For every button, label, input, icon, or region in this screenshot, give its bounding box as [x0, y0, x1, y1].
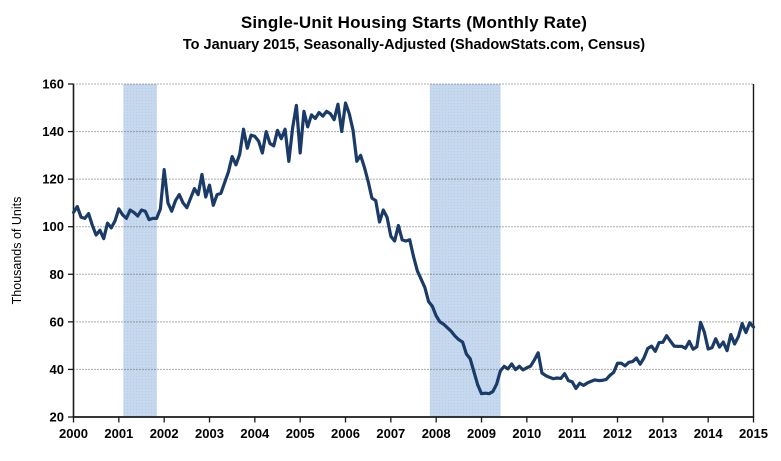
housing-starts-line: [71, 101, 756, 396]
y-tick-label: 100: [42, 219, 64, 234]
x-tick-label: 2009: [467, 426, 496, 441]
chart-subtitle: To January 2015, Seasonally-Adjusted (Sh…: [182, 37, 646, 53]
y-tick-label: 40: [50, 362, 64, 377]
recession-band: [429, 84, 501, 417]
chart-title: Single-Unit Housing Starts (Monthly Rate…: [240, 13, 588, 32]
x-tick-label: 2000: [59, 426, 88, 441]
x-tick-label: 2003: [195, 426, 224, 441]
x-tick-label: 2005: [286, 426, 315, 441]
x-tick-label: 2002: [150, 426, 179, 441]
y-tick-label: 140: [42, 124, 64, 139]
x-tick-label: 2014: [694, 426, 724, 441]
y-tick-label: 120: [42, 172, 64, 187]
y-tick-label: 20: [50, 410, 64, 425]
x-tick-label: 2013: [648, 426, 677, 441]
x-tick-label: 2004: [240, 426, 270, 441]
x-tick-label: 2006: [331, 426, 360, 441]
y-tick-label: 80: [50, 267, 64, 282]
x-tick-label: 2012: [603, 426, 632, 441]
recession-band: [123, 84, 157, 417]
x-tick-label: 2015: [739, 426, 768, 441]
y-tick-label: 160: [42, 77, 64, 92]
x-tick-label: 2010: [512, 426, 541, 441]
x-tick-label: 2001: [104, 426, 133, 441]
x-tick-label: 2007: [376, 426, 405, 441]
x-tick-label: 2011: [558, 426, 586, 441]
y-tick-label: 60: [50, 314, 64, 329]
y-axis-title: Thousands of Units: [10, 197, 24, 305]
x-tick-label: 2008: [422, 426, 451, 441]
